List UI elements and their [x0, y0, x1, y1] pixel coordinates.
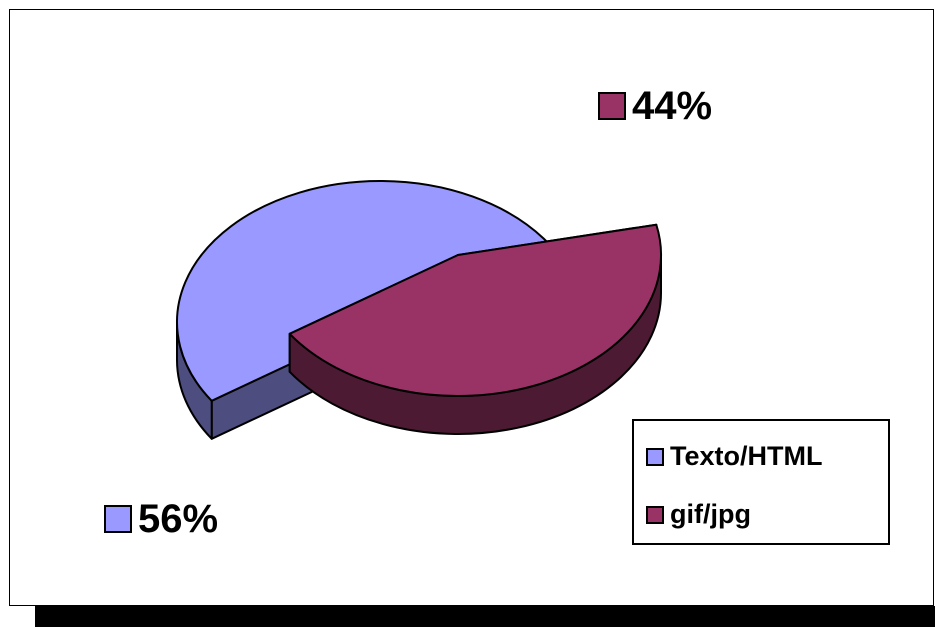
- data-label-text-gif-jpg: 44%: [632, 84, 713, 128]
- legend-swatch-gif-jpg: [646, 505, 664, 524]
- pie-slice-texto-html: [176, 180, 580, 402]
- legend-label-texto-html: Texto/HTML: [670, 441, 823, 471]
- data-label-gif-jpg: 44%: [598, 86, 712, 126]
- chart-shadow: [35, 606, 935, 627]
- data-label-text-texto-html: 56%: [138, 497, 219, 541]
- pie-slice-gif-jpg: [288, 223, 663, 398]
- data-label-swatch-gif-jpg: [598, 92, 626, 120]
- data-label-texto-html: 56%: [104, 499, 218, 539]
- legend-item-gif-jpg: gif/jpg: [646, 499, 751, 530]
- legend: Texto/HTML gif/jpg: [632, 419, 890, 545]
- data-label-swatch-texto-html: [104, 505, 132, 533]
- legend-item-texto-html: Texto/HTML: [646, 441, 822, 472]
- legend-swatch-texto-html: [646, 447, 664, 466]
- legend-label-gif-jpg: gif/jpg: [670, 499, 751, 529]
